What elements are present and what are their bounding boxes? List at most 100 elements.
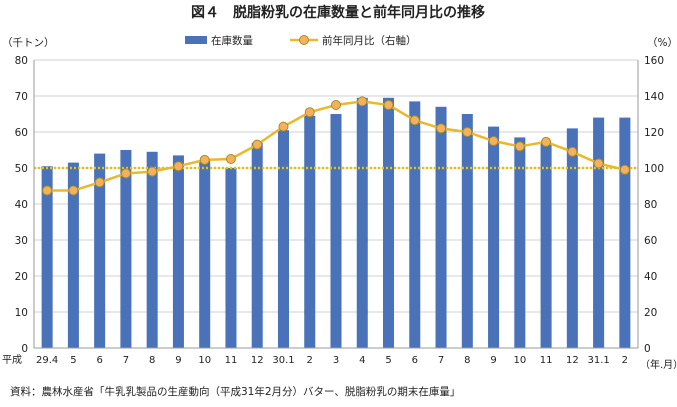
bar — [619, 117, 631, 348]
x-tick-label: 30.1 — [272, 355, 294, 366]
right-tick-label: 20 — [644, 307, 657, 319]
bar — [383, 97, 395, 348]
line-marker — [514, 141, 525, 152]
line-marker — [120, 168, 131, 179]
bar — [251, 142, 263, 348]
bar — [120, 150, 132, 348]
bar — [199, 160, 211, 348]
bar — [593, 117, 605, 348]
line-series — [42, 96, 630, 196]
right-axis-unit: （%） — [647, 37, 677, 49]
right-tick-label: 0 — [644, 343, 651, 355]
line-marker — [331, 100, 341, 110]
x-tick-label: 5 — [385, 355, 391, 366]
line-marker — [304, 107, 315, 118]
chart-title: 図４ 脱脂粉乳の在庫数量と前年同月比の推移 — [191, 4, 485, 21]
left-tick-label: 20 — [15, 271, 28, 283]
x-tick-label: 4 — [359, 355, 365, 366]
bar — [225, 168, 237, 348]
right-tick-label: 100 — [644, 163, 664, 175]
x-tick-label: 11 — [225, 355, 238, 366]
right-tick-label: 40 — [644, 271, 657, 283]
right-tick-label: 60 — [644, 235, 657, 247]
legend-bar-swatch — [185, 36, 207, 44]
x-tick-label: 31.1 — [587, 355, 609, 366]
line-marker — [462, 127, 473, 137]
line-marker — [252, 139, 263, 150]
x-tick-label: 8 — [464, 355, 470, 366]
line-marker — [173, 161, 184, 172]
bar — [435, 106, 447, 348]
line-marker — [225, 154, 236, 164]
line-marker — [619, 164, 630, 175]
x-axis-unit: （年.月） — [640, 358, 677, 371]
x-tick-label: 10 — [198, 355, 211, 366]
right-tick-label: 140 — [644, 91, 664, 103]
legend-bar-label: 在庫数量 — [211, 34, 253, 47]
bar — [41, 166, 53, 348]
x-tick-label: 12 — [566, 355, 579, 366]
bar — [566, 128, 578, 348]
x-axis-prefix: 平成 — [2, 354, 22, 366]
line-marker — [383, 100, 394, 110]
x-tick-label: 11 — [540, 355, 553, 366]
x-tick-label: 12 — [251, 355, 264, 366]
left-tick-label: 10 — [15, 307, 28, 319]
left-axis-unit: （千トン） — [2, 37, 55, 49]
line-marker — [436, 123, 447, 134]
bar — [94, 153, 106, 348]
bar — [488, 126, 500, 348]
x-tick-label: 7 — [123, 355, 129, 366]
x-tick-label: 7 — [438, 355, 444, 366]
line-marker — [541, 136, 552, 147]
bar-series — [41, 97, 631, 349]
line-marker — [147, 166, 158, 177]
bar — [277, 130, 289, 348]
left-tick-label: 50 — [15, 163, 28, 175]
x-tick-label: 8 — [149, 355, 155, 366]
left-tick-label: 40 — [15, 199, 28, 211]
legend: 在庫数量 前年同月比（右軸） — [185, 34, 417, 47]
line-marker — [409, 115, 420, 126]
bar — [514, 137, 526, 348]
left-tick-label: 70 — [15, 91, 28, 103]
line-marker — [488, 136, 499, 146]
x-tick-label: 6 — [412, 355, 418, 366]
bar — [67, 162, 79, 348]
source-note: 資料：農林水産省「牛乳乳製品の生産動向（平成31年2月分）バター、脱脂粉乳の期末… — [10, 385, 460, 398]
x-tick-label: 2 — [307, 355, 313, 366]
legend-line-marker — [299, 35, 309, 45]
x-tick-label: 9 — [490, 355, 496, 366]
legend-line-label: 前年同月比（右軸） — [322, 34, 417, 47]
line-marker — [278, 121, 289, 132]
right-tick-label: 80 — [644, 199, 657, 211]
x-tick-label: 10 — [513, 355, 526, 366]
x-tick-label: 9 — [175, 355, 181, 366]
line-marker — [593, 158, 604, 169]
right-tick-label: 120 — [644, 127, 664, 139]
bar — [409, 101, 421, 349]
bar — [304, 115, 316, 348]
bar — [330, 114, 342, 348]
left-tick-label: 30 — [15, 235, 28, 247]
line-marker — [199, 154, 210, 165]
bar — [540, 142, 552, 348]
left-tick-label: 60 — [15, 127, 28, 139]
x-tick-label: 3 — [333, 355, 339, 366]
x-tick-label: 2 — [622, 355, 628, 366]
line-marker — [94, 177, 105, 188]
x-tick-label: 29.4 — [36, 355, 58, 366]
bar — [146, 151, 158, 348]
bar — [356, 97, 368, 348]
left-tick-label: 80 — [15, 55, 28, 67]
line-marker — [68, 185, 79, 196]
line-marker — [42, 185, 53, 196]
line-marker — [567, 146, 578, 157]
right-tick-label: 160 — [644, 55, 664, 67]
bar — [172, 155, 184, 348]
x-tick-label: 5 — [70, 355, 76, 366]
axes: 0102030405060708002040608010012014016029… — [15, 55, 664, 366]
x-tick-label: 6 — [96, 355, 102, 366]
line-marker — [357, 96, 368, 107]
